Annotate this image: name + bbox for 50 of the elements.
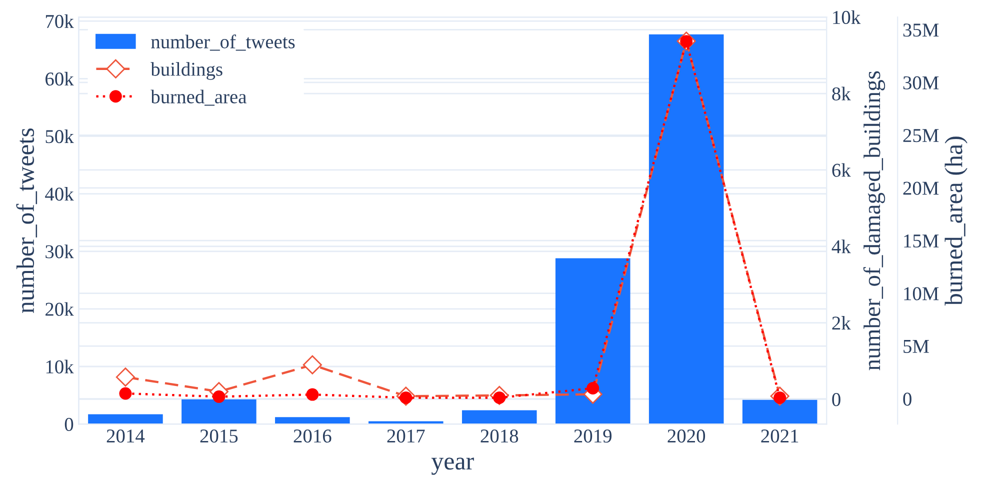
y3-tick-label: 30M xyxy=(903,76,939,90)
y-tick-label: 20k xyxy=(46,302,74,316)
x-tick-label: 2017 xyxy=(387,429,425,443)
y2-tick-label: 8k xyxy=(832,86,851,100)
y3-axis-title: burned_area (ha) xyxy=(944,136,968,306)
y2-tick-label: 10k xyxy=(833,10,861,24)
x-tick-label: 2014 xyxy=(106,429,145,443)
y-tick-label: 70k xyxy=(46,14,74,28)
point xyxy=(116,368,135,387)
y-tick-label: 50k xyxy=(46,129,74,144)
y-tick-label: 60k xyxy=(46,72,74,86)
bar xyxy=(88,414,163,424)
bar xyxy=(462,410,537,424)
y3-tick-label: 35M xyxy=(903,24,939,37)
y2-tick-label: 6k xyxy=(832,163,851,177)
y3-tick-label: 25M xyxy=(903,129,939,142)
x-tick-label: 2016 xyxy=(294,429,332,443)
y-tick-label: 10k xyxy=(46,360,74,374)
y3-tick-label: 10M xyxy=(904,287,939,300)
bar xyxy=(275,417,350,424)
y3-tick-label: 0 xyxy=(903,392,912,406)
legend-label: burned_area xyxy=(150,90,246,106)
point xyxy=(212,390,226,403)
x-tick-label: 2021 xyxy=(761,429,798,443)
bar xyxy=(555,258,630,424)
x-tick-label: 2015 xyxy=(200,429,238,443)
bar xyxy=(648,34,724,424)
bar xyxy=(742,400,818,424)
y3-tick-label: 15M xyxy=(904,234,939,248)
y2-axis-title: number_of_damaged_buildings xyxy=(863,71,886,370)
x-tick-label: 2020 xyxy=(668,429,706,443)
y-axis-title: number_of_tweets xyxy=(16,128,38,314)
x-tick-label: 2018 xyxy=(480,429,518,443)
x-tick-label: 2019 xyxy=(574,429,612,443)
x-axis-title: year xyxy=(431,458,474,475)
legend-label: buildings xyxy=(150,62,222,80)
y-tick-label: 40k xyxy=(45,187,74,201)
point xyxy=(586,382,600,394)
y-tick-label: 0 xyxy=(64,418,74,432)
y3-tick-label: 20M xyxy=(903,182,939,195)
point xyxy=(119,387,132,400)
y2-tick-label: 4k xyxy=(832,240,851,254)
y2-tick-label: 0 xyxy=(832,393,840,406)
y3-tick-label: 5M xyxy=(904,340,929,353)
point xyxy=(302,355,322,374)
point xyxy=(306,388,319,401)
y2-tick-label: 2k xyxy=(832,316,851,330)
y-tick-label: 30k xyxy=(46,244,74,258)
bar xyxy=(182,399,256,424)
legend-label: number_of_tweets xyxy=(151,34,295,51)
